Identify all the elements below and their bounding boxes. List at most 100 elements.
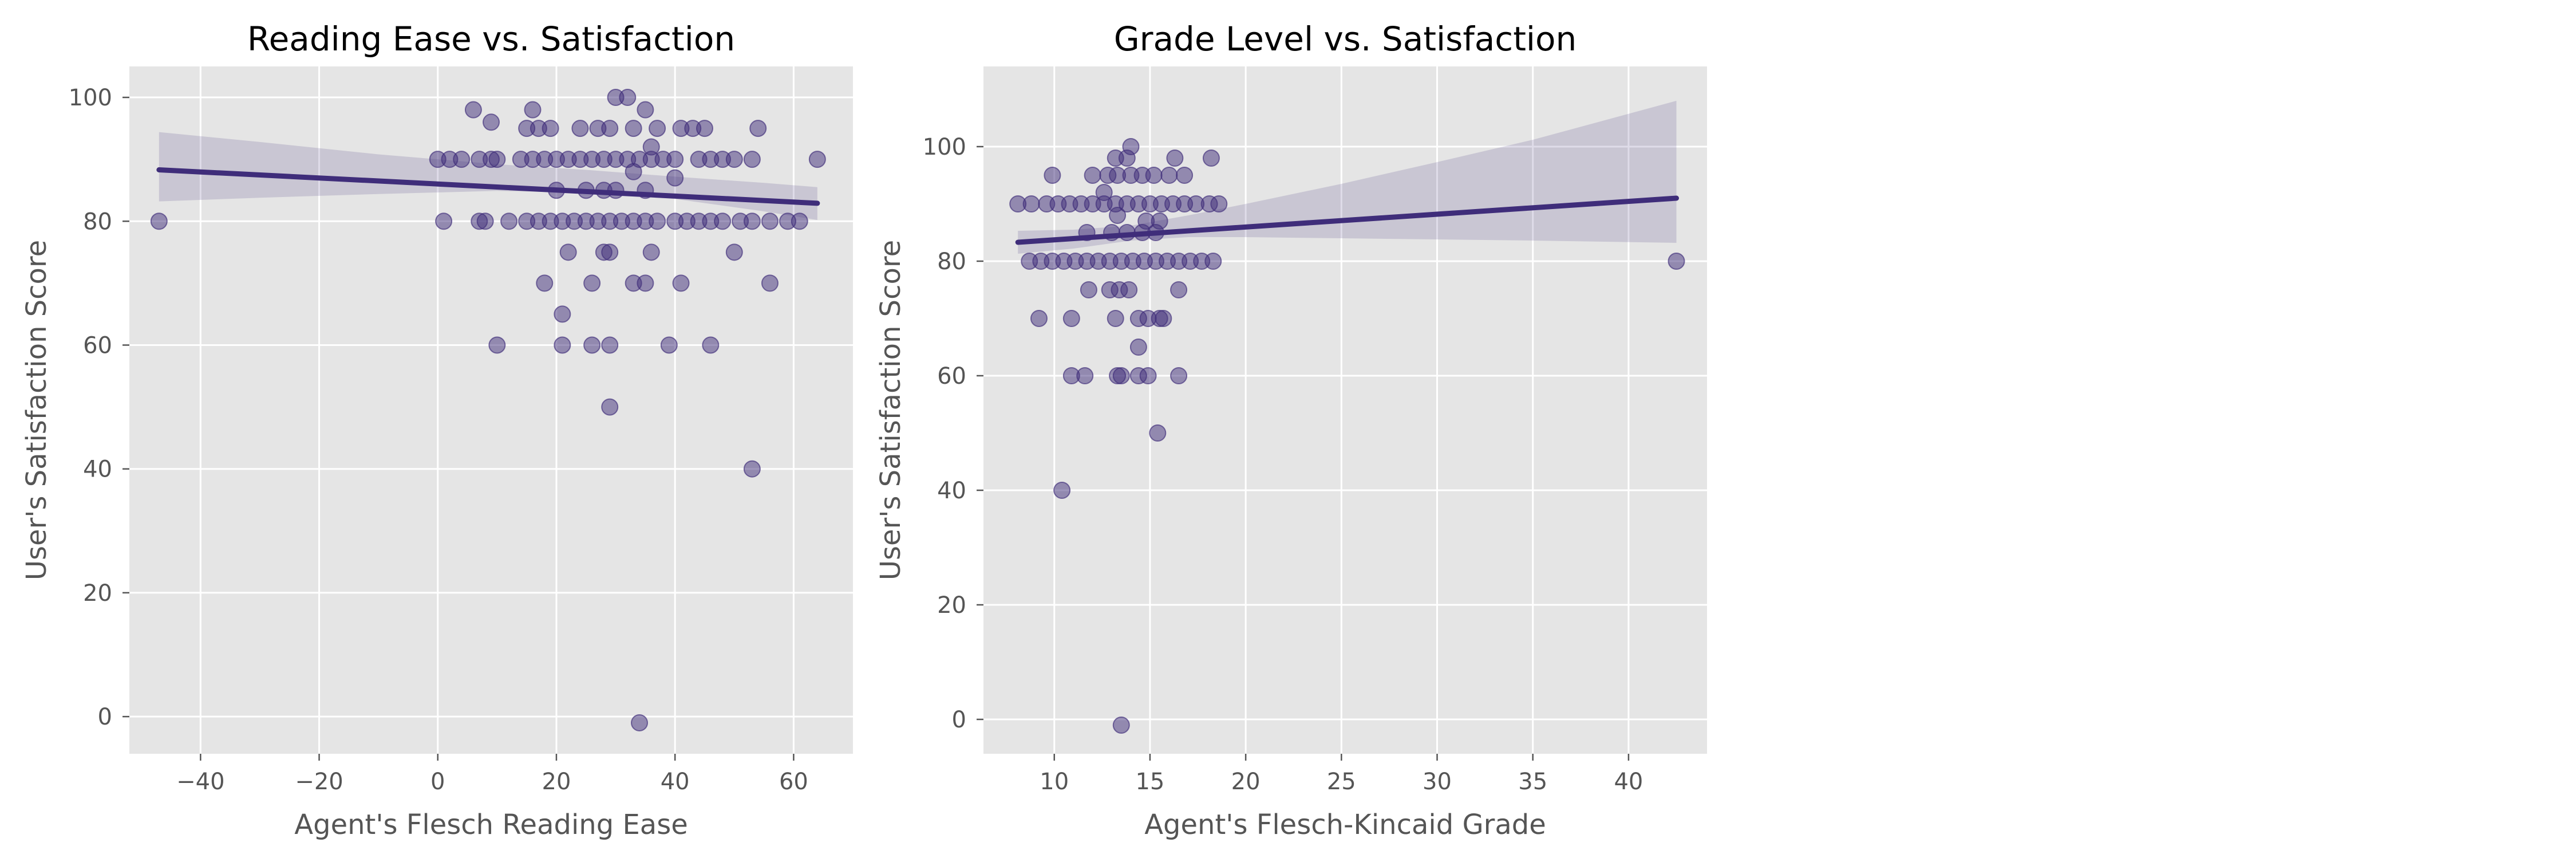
x-tick-label: 40 (661, 769, 690, 795)
scatter-point (1107, 310, 1124, 327)
scatter-point (524, 101, 542, 119)
scatter-point (554, 305, 571, 323)
scatter-point (1084, 167, 1101, 184)
scatter-point (761, 212, 779, 230)
scatter-point (1155, 310, 1172, 327)
scatter-point (1139, 367, 1157, 384)
y-tick-label: 80 (937, 249, 966, 275)
scatter-point (660, 336, 678, 354)
scatter-point (601, 336, 619, 354)
x-tick-label: 35 (1518, 769, 1547, 795)
x-tick-label: 0 (430, 769, 445, 795)
scatter-point (150, 212, 168, 230)
scatter-point (725, 243, 743, 261)
x-tick-label: 40 (1614, 769, 1643, 795)
scatter-point (559, 243, 577, 261)
scatter-point (1022, 195, 1040, 212)
scatter-point (1118, 149, 1136, 167)
scatter-point (483, 113, 500, 131)
chart-panel-1: −40 −20 0 20 40 60 0 20 40 60 80 100 Reading Ease vs… (21, 19, 853, 841)
y-tick-label: 0 (98, 704, 112, 730)
scatter-point (1170, 367, 1188, 384)
scatter-point (1149, 424, 1167, 442)
scatter-point (631, 714, 649, 731)
scatter-point (1202, 149, 1220, 167)
x-tick-label: 20 (1231, 769, 1261, 795)
scatter-point (649, 120, 666, 137)
scatter-point (1120, 281, 1138, 298)
chart-title: Grade Level vs. Satisfaction (1114, 19, 1577, 58)
scatter-point (476, 212, 494, 230)
scatter-point (666, 151, 684, 168)
scatter-point (536, 274, 554, 292)
x-axis-label: Agent's Flesch-Kincaid Grade (1144, 809, 1546, 841)
y-tick-label: 40 (83, 456, 112, 483)
x-tick-label: 20 (542, 769, 571, 795)
scatter-point (601, 398, 619, 416)
scatter-point (1170, 281, 1188, 298)
scatter-point (761, 274, 779, 292)
scatter-point (619, 89, 637, 107)
regression-line (1015, 195, 1679, 245)
scatter-point (672, 274, 690, 292)
scatter-point (1030, 310, 1048, 327)
scatter-point (1160, 167, 1178, 184)
scatter-point (488, 336, 506, 354)
scatter-point (749, 120, 767, 137)
y-axis-label: User's Satisfaction Score (21, 240, 53, 580)
scatter-point (542, 120, 559, 137)
chart-panel-2: 10 15 20 25 30 35 40 0 20 40 60 80 100 Grade Level vs… (875, 19, 1707, 841)
scatter-point (642, 243, 660, 261)
scatter-point (1062, 310, 1080, 327)
y-tick-label: 60 (83, 332, 112, 359)
y-tick-label: 60 (937, 363, 966, 389)
scatter-point (725, 151, 743, 168)
scatter-point (1129, 338, 1147, 356)
x-axis-label: Agent's Flesch Reading Ease (294, 809, 688, 841)
x-tick-label: 25 (1327, 769, 1356, 795)
y-tick-label: 40 (937, 478, 966, 504)
scatter-point (808, 151, 826, 168)
scatter-point (743, 151, 761, 168)
scatter-point (1668, 253, 1685, 270)
scatter-points (1009, 138, 1685, 734)
scatter-point (649, 212, 666, 230)
scatter-point (453, 151, 471, 168)
scatter-point (637, 101, 654, 119)
chart-title: Reading Ease vs. Satisfaction (247, 19, 735, 58)
scatter-point (666, 169, 684, 187)
scatter-point (1080, 281, 1097, 298)
y-tick-label: 100 (923, 134, 966, 160)
scatter-point (500, 212, 518, 230)
x-tick-label: 60 (779, 769, 808, 795)
regression-line (156, 167, 820, 206)
scatter-point (1053, 482, 1071, 499)
x-tick-label: 30 (1423, 769, 1452, 795)
scatter-point (642, 138, 660, 156)
x-tick-label: 10 (1040, 769, 1069, 795)
y-tick-label: 100 (69, 85, 112, 111)
x-tick-label: −40 (176, 769, 224, 795)
y-axis-label: User's Satisfaction Score (875, 240, 907, 580)
y-tick-label: 80 (83, 208, 112, 235)
scatter-point (1210, 195, 1228, 212)
scatter-point (1112, 717, 1130, 734)
confidence-band (1018, 101, 1677, 254)
y-tick-label: 20 (83, 580, 112, 607)
scatter-point (743, 212, 761, 230)
x-tick-label: −20 (295, 769, 343, 795)
scatter-point (583, 336, 601, 354)
scatter-point (625, 163, 642, 180)
scatter-point (435, 212, 453, 230)
scatter-point (791, 212, 808, 230)
scatter-point (571, 120, 589, 137)
scatter-point (1076, 367, 1094, 384)
confidence-band (159, 132, 817, 221)
y-tick-label: 0 (952, 707, 966, 733)
scatter-point (637, 274, 654, 292)
plot-area-1 (129, 66, 853, 754)
scatter-point (1044, 167, 1061, 184)
scatter-point (625, 120, 642, 137)
